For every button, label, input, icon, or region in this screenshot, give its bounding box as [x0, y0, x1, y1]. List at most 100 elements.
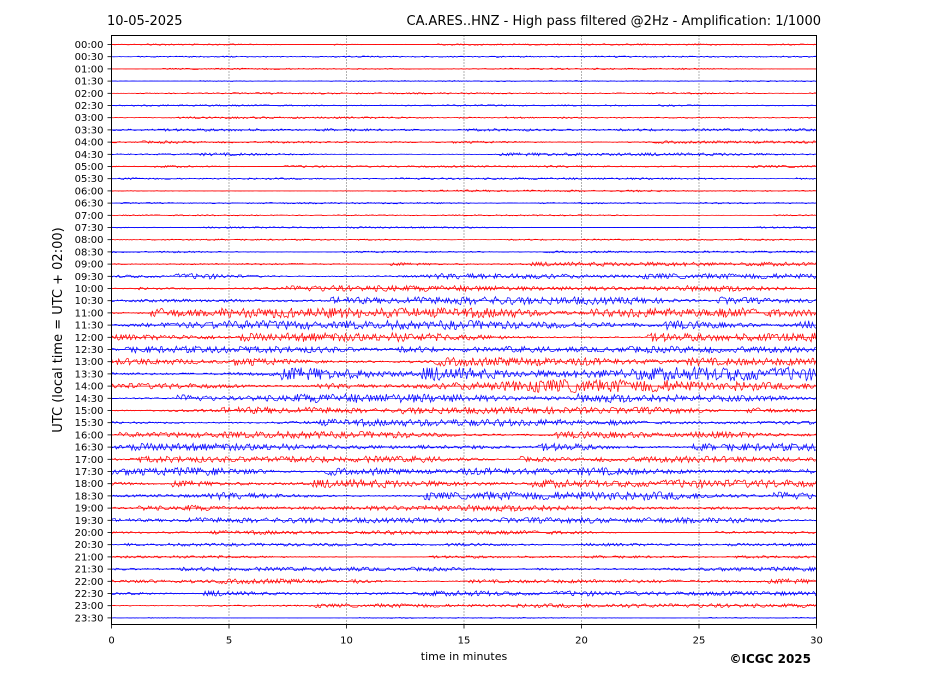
y-tick-label: 06:00 — [75, 186, 104, 197]
y-tick-label: 10:30 — [75, 296, 104, 307]
plot-frame — [111, 35, 817, 625]
y-tick-label: 13:30 — [75, 369, 104, 380]
trace-line — [111, 589, 817, 598]
trace-line — [111, 442, 817, 453]
y-tick-label: 01:00 — [75, 64, 104, 75]
trace-line — [111, 306, 817, 319]
x-tick-label: 25 — [693, 636, 706, 647]
y-tick-label: 20:00 — [75, 528, 104, 539]
trace-line — [111, 478, 817, 490]
y-tick-label: 03:00 — [75, 113, 104, 124]
trace-line — [111, 164, 817, 169]
trace-line — [111, 92, 816, 95]
y-axis-label: UTC (local time = UTC + 02:00) — [51, 227, 66, 432]
trace-line — [111, 542, 817, 547]
y-tick-label: 11:00 — [75, 308, 104, 319]
trace-line — [111, 529, 817, 536]
y-tick-label: 00:00 — [75, 40, 104, 51]
y-tick-label: 11:30 — [75, 321, 104, 332]
vertical-grid — [228, 35, 700, 625]
trace-line — [111, 430, 817, 440]
y-tick-label: 19:30 — [75, 516, 104, 527]
trace-line — [111, 602, 817, 609]
y-tick-label: 16:30 — [75, 443, 104, 454]
trace-line — [111, 490, 817, 502]
trace-line — [111, 67, 816, 71]
trace-line — [111, 177, 817, 181]
y-tick-label: 07:30 — [75, 223, 104, 234]
trace-line — [111, 295, 817, 306]
y-tick-label: 19:00 — [75, 504, 104, 515]
y-tick-label: 18:00 — [75, 479, 104, 490]
trace-line — [111, 238, 817, 241]
trace-group — [111, 43, 817, 619]
y-tick-label: 13:00 — [75, 357, 104, 368]
y-tick-label: 20:30 — [75, 540, 104, 551]
x-tick-label: 15 — [458, 636, 471, 647]
y-tick-label: 22:00 — [75, 577, 104, 588]
y-tick-label: 05:30 — [75, 174, 104, 185]
y-tick-label: 09:00 — [75, 260, 104, 271]
x-tick-label: 10 — [340, 636, 353, 647]
y-tick-label: 04:00 — [75, 138, 104, 149]
trace-line — [111, 261, 817, 268]
trace-line — [111, 201, 817, 205]
trace-line — [111, 616, 817, 619]
y-tick-label: 22:30 — [75, 589, 104, 600]
trace-line — [111, 319, 817, 331]
trace-line — [111, 366, 817, 382]
trace-line — [111, 565, 817, 573]
x-axis-label: time in minutes — [421, 650, 508, 663]
trace-line — [111, 55, 816, 58]
trace-line — [111, 152, 816, 157]
trace-line — [111, 116, 816, 120]
trace-line — [111, 226, 817, 229]
trace-line — [111, 43, 817, 46]
y-tick-label: 14:30 — [75, 394, 104, 405]
trace-line — [111, 392, 817, 404]
y-tick-label: 08:30 — [75, 247, 104, 258]
trace-line — [111, 127, 817, 132]
trace-line — [111, 466, 817, 477]
y-tick-label: 02:00 — [75, 89, 104, 100]
trace-line — [111, 140, 817, 144]
trace-line — [111, 104, 817, 107]
y-tick-label: 15:00 — [75, 406, 104, 417]
y-tick-label: 04:30 — [75, 150, 104, 161]
trace-line — [111, 250, 816, 254]
y-tick-label: 08:00 — [75, 235, 104, 246]
y-tick-label: 21:00 — [75, 552, 104, 563]
y-tick-label: 03:30 — [75, 125, 104, 136]
trace-line — [111, 284, 816, 293]
y-tick-label: 12:00 — [75, 333, 104, 344]
y-tick-label: 21:30 — [75, 565, 104, 576]
y-tick-label: 14:00 — [75, 382, 104, 393]
copyright-text: ©ICGC 2025 — [729, 652, 811, 666]
y-tick-label: 12:30 — [75, 345, 104, 356]
trace-line — [111, 189, 816, 193]
x-tick-label: 5 — [226, 636, 232, 647]
y-tick-label: 23:30 — [75, 613, 104, 624]
y-tick-label: 02:30 — [75, 101, 104, 112]
y-tick-label: 10:00 — [75, 284, 104, 295]
trace-line — [111, 378, 817, 393]
y-tick-label: 17:30 — [75, 467, 104, 478]
trace-line — [111, 80, 817, 83]
trace-line — [111, 272, 817, 280]
y-tick-label: 15:30 — [75, 418, 104, 429]
y-tick-label: 17:00 — [75, 455, 104, 466]
y-tick-label: 18:30 — [75, 491, 104, 502]
y-tick-label: 23:00 — [75, 601, 104, 612]
trace-line — [111, 405, 817, 415]
y-tick-label: 07:00 — [75, 211, 104, 222]
y-tick-label: 06:30 — [75, 199, 104, 210]
trace-line — [111, 554, 817, 559]
trace-line — [111, 345, 817, 355]
chart-title: CA.ARES..HNZ - High pass filtered @2Hz -… — [407, 14, 821, 29]
x-tick-label: 30 — [810, 636, 823, 647]
y-tick-label: 00:30 — [75, 52, 104, 63]
y-tick-label: 16:00 — [75, 430, 104, 441]
trace-line — [111, 214, 817, 217]
